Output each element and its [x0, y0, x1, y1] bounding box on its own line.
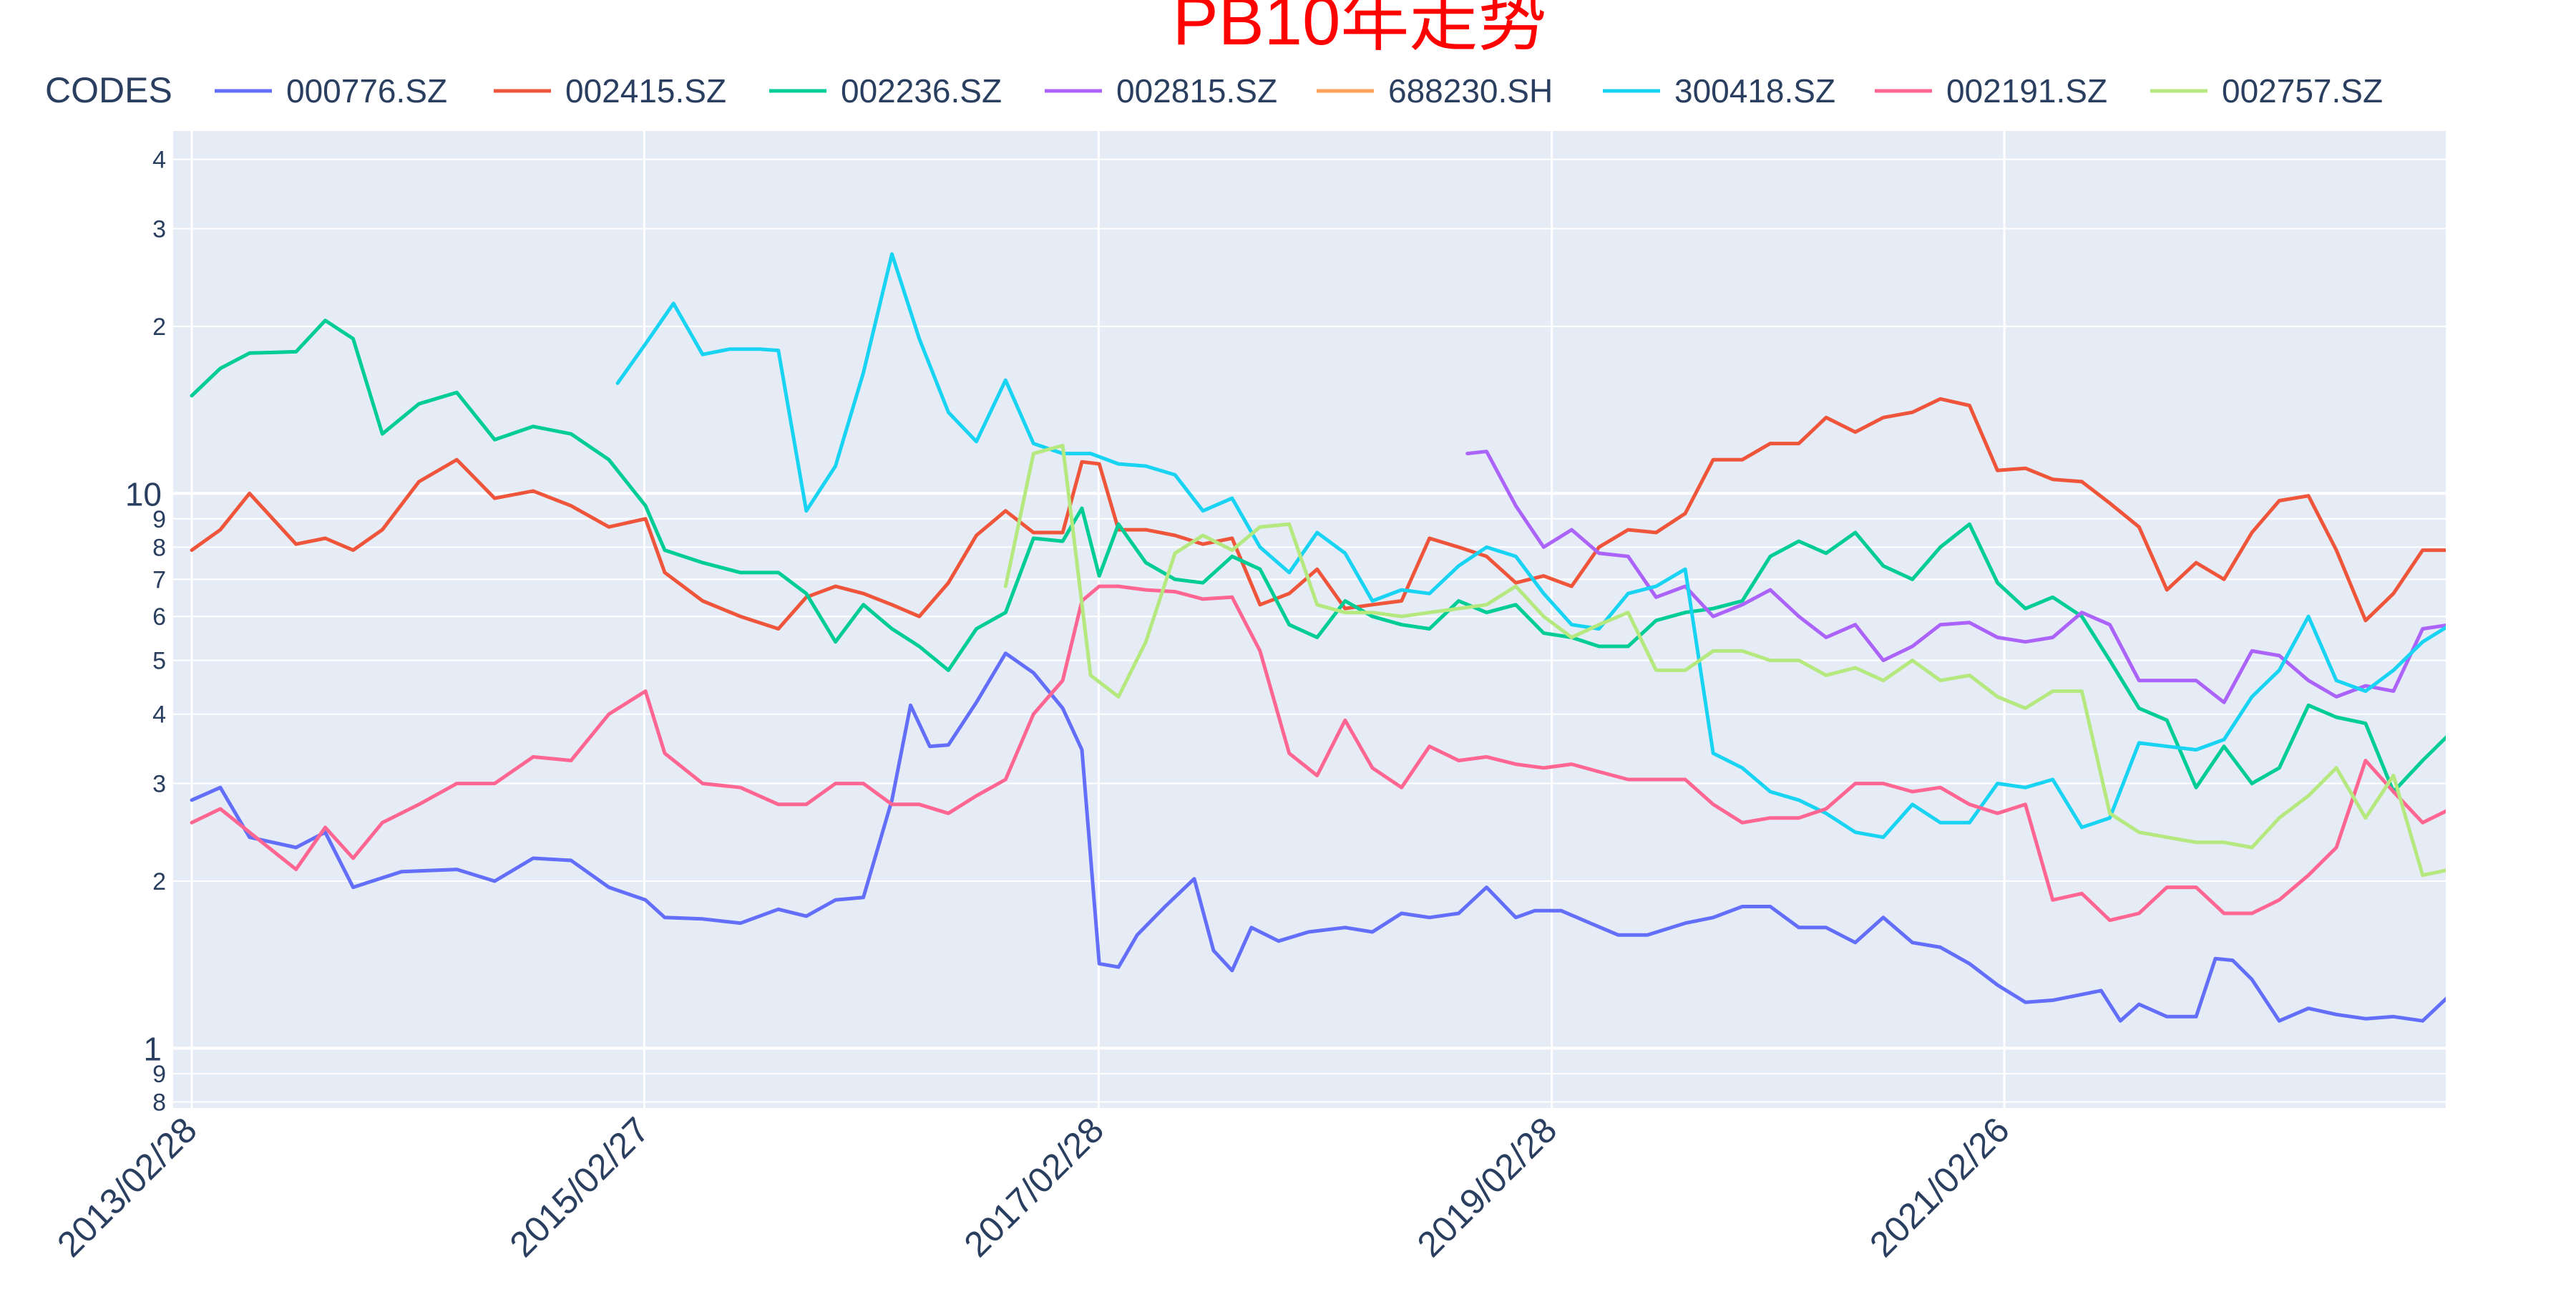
y-tick-label: 5	[152, 648, 166, 675]
x-tick-label: 2017/02/28	[957, 1109, 1112, 1265]
y-tick-label: 9	[152, 506, 166, 533]
y-tick-label: 8	[152, 534, 166, 561]
legend-item-002757-sz[interactable]: 002757.SZ	[2150, 72, 2383, 110]
y-tick-label-major: 1	[143, 1030, 162, 1067]
series-line-002415-sz	[190, 397, 2446, 631]
y-tick-label: 2	[152, 868, 166, 895]
y-tick-label: 4	[152, 701, 166, 729]
grid	[173, 131, 2446, 1108]
y-tick-label: 3	[152, 771, 166, 798]
chart-title: PB10年走势	[1173, 0, 1547, 59]
y-tick-label: 9	[152, 1061, 166, 1088]
legend-label: 000776.SZ	[286, 72, 447, 110]
legend-item-002236-sz[interactable]: 002236.SZ	[769, 72, 1002, 110]
y-tick-label: 3	[152, 215, 166, 243]
y-tick-label: 2	[152, 314, 166, 341]
y-tick-label: 8	[152, 1089, 166, 1116]
series-line-002815-sz	[1465, 450, 2446, 704]
x-tick-label: 2021/02/26	[1862, 1109, 2017, 1265]
legend-label: 300418.SZ	[1674, 72, 1835, 110]
legend-item-000776-sz[interactable]: 000776.SZ	[215, 72, 447, 110]
legend-label: 002191.SZ	[1946, 72, 2107, 110]
y-tick-label: 7	[152, 566, 166, 593]
legend-label: 002415.SZ	[565, 72, 726, 110]
legend-item-688230-sh[interactable]: 688230.SH	[1317, 72, 1553, 110]
y-tick-label-major: 10	[125, 475, 162, 513]
x-tick-label: 2015/02/27	[502, 1109, 658, 1265]
legend-label: 688230.SH	[1388, 72, 1553, 110]
legend-label: 002757.SZ	[2222, 72, 2383, 110]
legend-label: 002815.SZ	[1116, 72, 1277, 110]
plot-area	[173, 131, 2446, 1108]
x-tick-label: 2013/02/28	[49, 1109, 205, 1265]
legend-item-300418-sz[interactable]: 300418.SZ	[1603, 72, 1835, 110]
legend-item-002415-sz[interactable]: 002415.SZ	[494, 72, 726, 110]
x-axis: 2013/02/28 2015/02/27 2017/02/28 2019/02/28…	[49, 1109, 2017, 1265]
series-line-002757-sz	[1003, 443, 2446, 878]
legend: CODES 000776.SZ 002415.SZ 002236.SZ 002815.…	[45, 70, 2383, 110]
legend-item-002191-sz[interactable]: 002191.SZ	[1875, 72, 2107, 110]
legend-item-002815-sz[interactable]: 002815.SZ	[1045, 72, 1277, 110]
legend-title: CODES	[45, 70, 172, 110]
series-layer	[190, 252, 2446, 1023]
legend-label: 002236.SZ	[841, 72, 1002, 110]
x-tick-label: 2019/02/28	[1410, 1109, 1565, 1265]
y-tick-label: 6	[152, 603, 166, 631]
series-line-000776-sz	[190, 651, 2446, 1023]
series-line-002236-sz	[190, 319, 2446, 794]
series-line-002191-sz	[190, 584, 2446, 923]
y-tick-label: 4	[152, 147, 166, 174]
